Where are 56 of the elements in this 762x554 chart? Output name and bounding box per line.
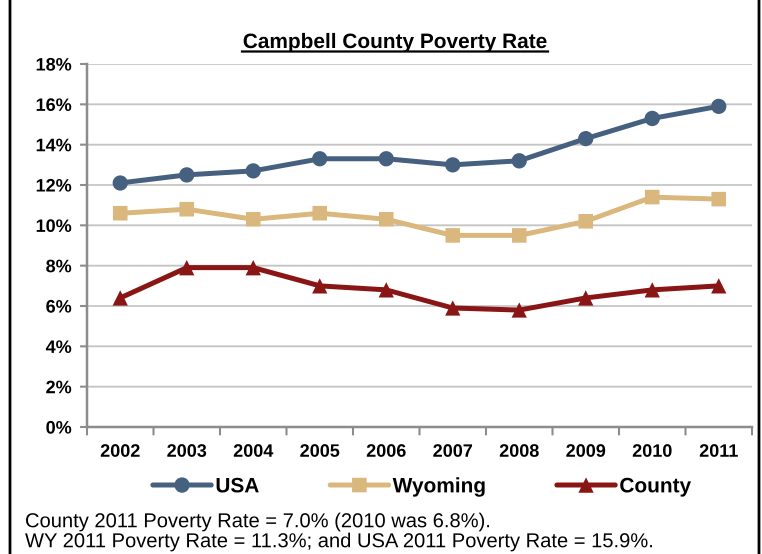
y-tick-label: 0%	[46, 420, 72, 434]
point	[312, 278, 328, 294]
x-tick-label: 2011	[700, 444, 738, 457]
point	[112, 175, 128, 191]
point	[378, 151, 394, 166]
point	[445, 228, 460, 243]
point	[512, 153, 527, 168]
legend-label: Wyoming	[392, 477, 485, 497]
point	[179, 167, 194, 183]
y-tick-label: 8%	[46, 260, 72, 272]
point	[644, 110, 660, 126]
point	[378, 212, 394, 227]
y-tick-label: 4%	[46, 340, 72, 354]
point	[578, 290, 594, 306]
point	[711, 98, 726, 114]
point	[644, 282, 660, 298]
point	[445, 157, 460, 172]
x-tick-label: 2007	[433, 444, 472, 457]
point	[312, 151, 328, 166]
x-tick-label: 2009	[566, 444, 606, 457]
y-tick-label: 18%	[36, 58, 72, 71]
x-tick-label: 2004	[234, 444, 274, 457]
point	[312, 206, 328, 221]
x-tick-label: 2005	[300, 444, 340, 457]
y-tick-label: 2%	[46, 380, 72, 394]
text: WY 2011 Poverty Rate = 11.3%; and USA 2011 Poverty Rate = 15.9%.	[25, 532, 652, 552]
point	[711, 192, 726, 206]
y-tick-label: 6%	[46, 300, 72, 313]
point	[445, 300, 460, 316]
point	[512, 302, 527, 318]
legend-label: USA	[216, 478, 259, 493]
point	[246, 212, 261, 227]
point	[578, 214, 594, 229]
x-tick-label: 2006	[366, 444, 406, 457]
chart-title: Campbell County Poverty Rate	[244, 32, 547, 52]
y-tick-label: 12%	[36, 178, 72, 192]
x-tick-label: 2003	[167, 444, 206, 457]
legend-label: County	[620, 478, 692, 497]
text: County 2011 Poverty Rate = 7.0% (2010 was 6.8%).	[26, 512, 490, 532]
point	[179, 202, 194, 216]
x-tick-label: 2002	[100, 444, 140, 457]
point	[378, 282, 394, 298]
point	[179, 260, 194, 276]
y-tick-label: 14%	[36, 138, 72, 152]
point	[246, 260, 261, 276]
point	[112, 290, 128, 306]
y-tick-label: 16%	[36, 98, 72, 112]
point	[246, 163, 261, 179]
x-tick-label: 2010	[632, 444, 672, 457]
point	[512, 228, 527, 243]
point	[644, 190, 660, 204]
y-tick-label: 10%	[36, 219, 72, 232]
point	[112, 206, 128, 221]
x-tick-label: 2008	[500, 444, 539, 457]
point	[578, 130, 594, 146]
point	[711, 278, 726, 294]
